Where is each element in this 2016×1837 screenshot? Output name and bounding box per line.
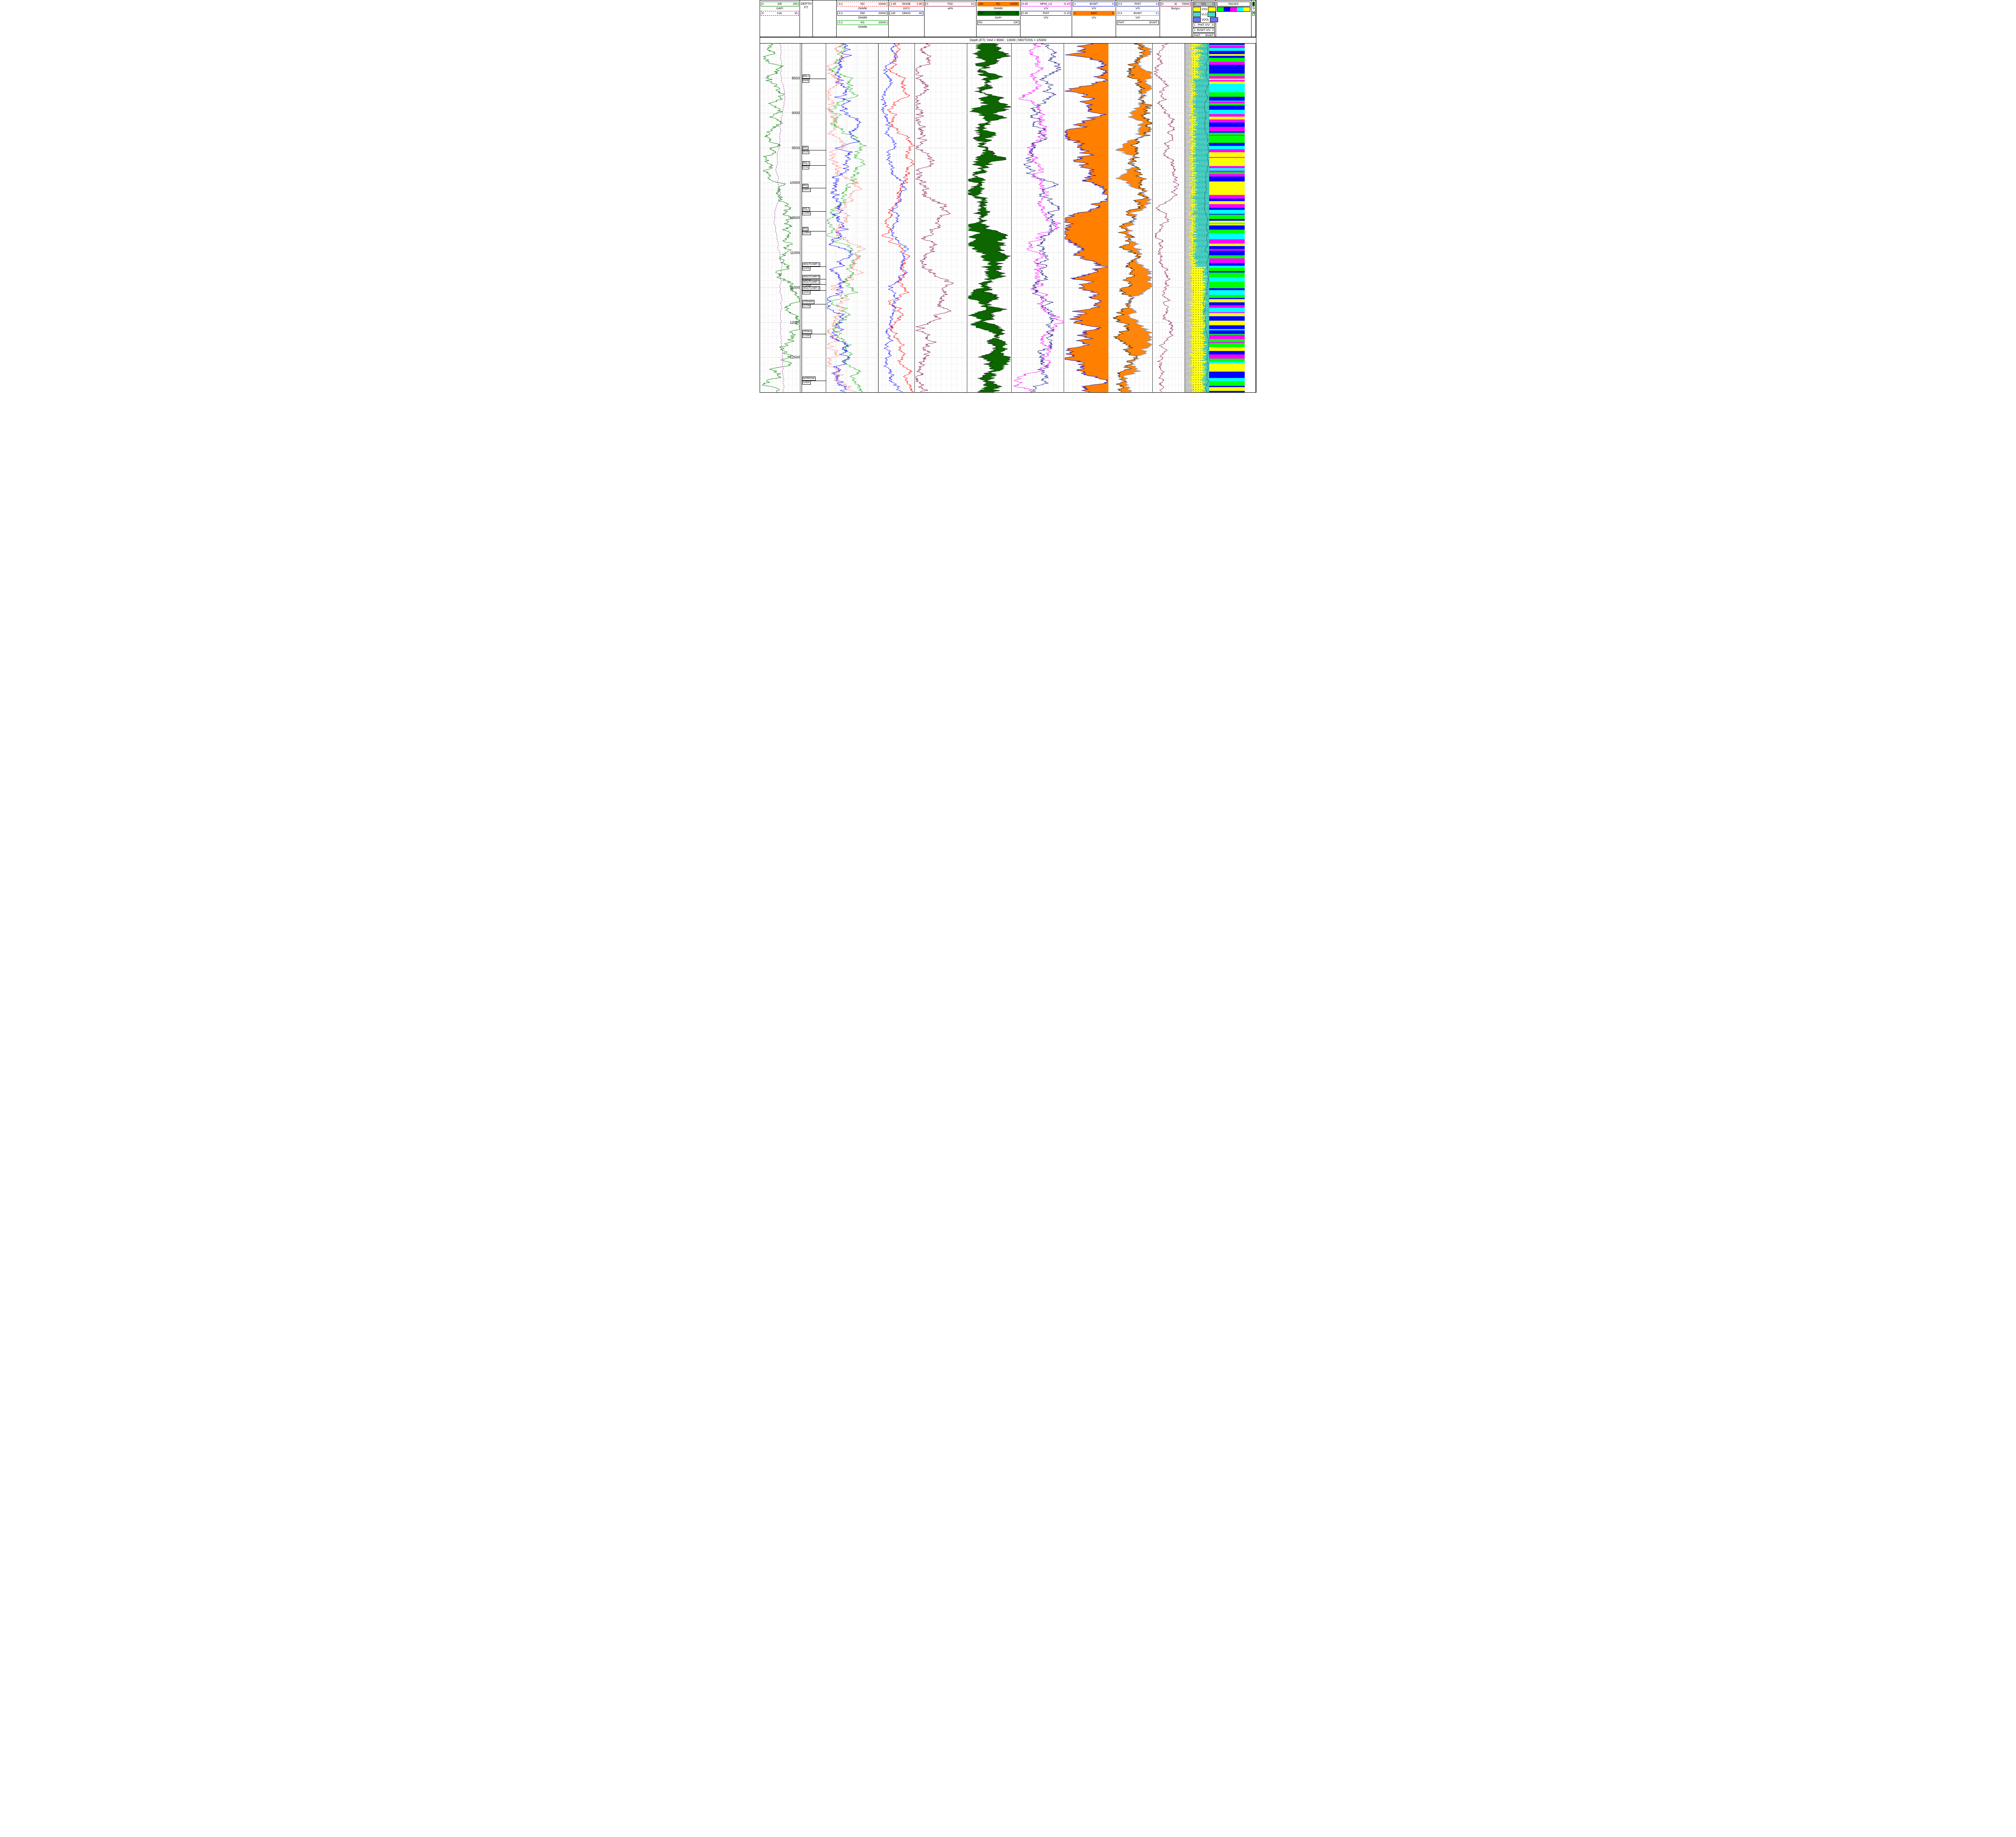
formation-top-label: ATOKA [802,330,812,334]
curve-header: 0AI70000 [1161,2,1191,6]
header-cell: FACIES [1216,0,1252,37]
track-body-row: Depth (FT): Intvl = 8000 - 13000 | MD/TD… [760,37,1256,392]
curve-header: 140DRHO40 [889,11,923,16]
well-log-page: 0GR150GAPI6CAL16DEPTHFT 0.2RD20000OHMM0.2… [760,0,1256,393]
formation-top-md: 11734 [802,304,810,308]
depth-label: 11000 [790,251,800,255]
curve-header: 0GR150 [761,2,799,6]
track-gr [760,37,800,392]
header-cell: 150RD20000OHMM150GR0GAPIRDGR [977,0,1020,37]
depth-label: 12000 [790,321,800,325]
formation-top-md: 10694 [802,231,811,235]
formation-top-label: WOLFCAMP B [802,275,820,279]
curve-header: 1BVWT0 [1073,2,1115,6]
track-toc [915,37,967,392]
header-cell: DEPTHFT [800,0,813,37]
header-cell: 1BVWT0V/V1SWT0V/V [1072,0,1116,37]
depth-header: DEPTHFT [801,1,812,9]
formation-top-label: WOLFCAMP A [802,262,820,267]
track-facies [1209,37,1245,392]
formation-top-label: WOLFCAMP C [802,280,821,284]
curve-header: 0.2RM20000 [837,11,887,16]
formation-top-label: BSL2 [802,161,810,165]
curve-header: 0.45NPHI_LS-0.15 [1021,2,1071,6]
curve-header: 0.2RD20000 [837,2,887,6]
formation-top-md: 11201 [802,267,810,271]
depth-label: 9500 [792,146,800,150]
curve-header: 1SWT0 [1073,11,1115,16]
header-cell: 0AI70000lbs/gcc [1160,0,1192,37]
formation-top-md: 12830 [802,381,811,385]
curve-header: 0.45PHIT-0.15 [1021,11,1071,16]
header-cell: 0VCL1VSSVLSVDOL1PHIT V/V01BVWT V/V0PHITB… [1192,0,1216,37]
curve-header: RDGR [977,20,1019,25]
plot-title-bar: Depth (FT): Intvl = 8000 - 13000 | MD/TD… [760,37,1256,44]
header-cell: 0.45NPHI_LS-0.15V/V0.45PHIT-0.15V/V [1020,0,1073,37]
track-lithology [1185,37,1209,392]
header-cell [813,0,837,37]
track-sw [1064,37,1108,392]
curve-header: 0.3PHIT0 [1117,2,1159,6]
curve-header: 0TOC10 [925,2,975,6]
curve-header: 150RD20000 [977,2,1019,6]
formation-top-md: 8508 [802,79,809,83]
track-rd-gr [967,37,1012,392]
formation-top-label: BS3 [802,227,808,231]
curve-header: 6CAL16 [761,11,799,16]
depth-label: 11500 [790,285,800,290]
formation-top-md: 11541 [802,290,810,294]
formation-top-label: BSL3 [802,207,810,211]
formation-top-md: 9752 [802,165,809,169]
curve-header: 1.95RHOB2.95 [889,2,923,6]
formation-top-md: 10073 [802,188,811,192]
curve-header: 0.2RS20000 [837,20,887,25]
header-cell: 1.95RHOB2.95G/C3140DRHO40 [889,0,925,37]
header-cell: 0TOC10wt% [925,0,977,37]
depth-label: 10000 [790,181,800,185]
header-cell: 0.3PHIT0V/V0.3BVWT0V/VPHITBVWT [1116,0,1160,37]
curve-header: 0.3BVWT0 [1117,11,1159,16]
formation-top-label: WOLFCAMP D [802,286,821,290]
formation-top-label: BS1 [802,146,808,150]
curve-header: 0PHISO640_PROD200FIL165 [1252,2,1255,6]
track-density [879,37,915,392]
track-header-row: 0GR150GAPI6CAL16DEPTHFT 0.2RD20000OHMM0.2… [760,0,1256,37]
header-cell: 0PHISO640_PROD200FIL165SFIL0PHISO640_PRO… [1252,0,1256,37]
formation-top-label: MORROW [802,377,816,381]
formation-top-md: 10408 [802,211,811,215]
formation-top-label: BSL1 [802,75,810,79]
track-porosity [1012,37,1064,392]
track-resistivity [826,37,879,392]
formation-top-md: 12158 [802,334,811,338]
curve-header: 150GR0 [977,11,1019,16]
track-tops: BSL18508 BS19530 BSL29752 BS210073 BSL310408… [802,37,826,392]
depth-label: 10500 [790,216,800,220]
formation-top-label: STRAWN [802,300,814,304]
track-phiso [1245,37,1256,392]
track-phit-bvwt [1108,37,1153,392]
header-cell: 0.2RD20000OHMM0.2RM20000OHMM0.2RS20000OH… [837,0,889,37]
curve-header: 0PHISO640_PROD200FIL [1252,11,1255,16]
track-ai [1153,37,1185,392]
curve-header: PHITBVWT [1117,20,1159,25]
formation-top-label: BS2 [802,184,808,188]
formation-top-md: 9530 [802,150,809,154]
depth-label: 12500 [790,355,800,359]
header-cell: 0GR150GAPI6CAL16 [760,0,800,37]
depth-label: 9000 [792,111,800,115]
depth-label: 8500 [792,76,800,80]
